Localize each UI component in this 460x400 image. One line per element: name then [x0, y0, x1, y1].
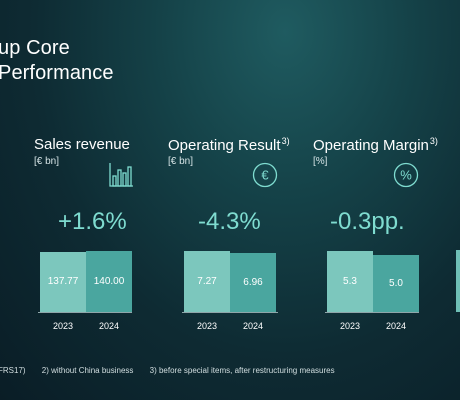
bar-2023	[327, 251, 373, 312]
x-axis-line	[325, 312, 419, 313]
data-label-2023: 137.77	[47, 276, 79, 287]
euro-icon: €	[252, 162, 278, 188]
tick-label-2024: 2024	[242, 321, 264, 331]
bar-2024	[86, 251, 132, 312]
next-panel-bar-partial	[456, 250, 460, 312]
title-line-2: Performance	[0, 62, 114, 84]
x-axis-line	[182, 312, 278, 313]
change-value: -0.3pp.	[330, 208, 405, 235]
data-label-2024: 140.00	[93, 275, 125, 287]
unit-label: [%]	[313, 156, 328, 167]
bar-2024	[373, 255, 419, 312]
footnotes: FRS17) 2) without China business 3) befo…	[0, 366, 349, 375]
tick-label-2024: 2024	[98, 321, 120, 331]
svg-text:€: €	[261, 168, 269, 183]
unit-label: [€ bn]	[34, 156, 60, 167]
data-label-2024: 6.96	[243, 276, 263, 288]
svg-text:%: %	[400, 168, 412, 183]
page-title: up Core Performance	[0, 36, 114, 86]
tick-label-2024: 2024	[385, 321, 407, 331]
title-line-1: up Core	[0, 37, 70, 59]
operating-margin-panel: Operating Margin3) [%] % -0.3pp. 5.3 5.0…	[313, 136, 453, 336]
panel-title-text: Operating Result	[168, 137, 281, 154]
tick-label-2023: 2023	[339, 321, 361, 331]
panel-title: Operating Result3)	[168, 136, 290, 154]
tick-label-2023: 2023	[196, 321, 218, 331]
data-label-2023: 7.27	[197, 275, 217, 287]
bar-2023	[184, 251, 230, 312]
footnote-1: FRS17)	[0, 366, 26, 375]
change-value: +1.6%	[58, 208, 127, 235]
footnote-3: 3) before special items, after restructu…	[149, 366, 335, 375]
footnote-mark: 3)	[281, 136, 290, 146]
panel-title: Sales revenue	[34, 136, 130, 153]
tick-label-2023: 2023	[52, 321, 74, 331]
sales-revenue-panel: Sales revenue [€ bn] +1.6% 137.77 140.00…	[34, 136, 174, 336]
x-axis-line	[38, 312, 132, 313]
data-label-2023: 5.3	[343, 275, 357, 287]
percent-icon: %	[393, 162, 419, 188]
panel-title-text: Sales revenue	[34, 136, 130, 153]
footnote-2: 2) without China business	[41, 366, 134, 375]
panel-title-text: Operating Margin	[313, 137, 429, 154]
footnote-mark: 3)	[429, 136, 438, 146]
bar-2024	[230, 253, 276, 312]
bar-chart-icon	[109, 163, 133, 187]
change-value: -4.3%	[198, 208, 261, 235]
data-label-2024: 5.0	[389, 277, 403, 289]
panel-title: Operating Margin3)	[313, 136, 438, 154]
unit-label: [€ bn]	[168, 156, 194, 167]
operating-result-panel: Operating Result3) [€ bn] € -4.3% 7.27 6…	[168, 136, 308, 336]
bar-2023	[40, 252, 86, 312]
